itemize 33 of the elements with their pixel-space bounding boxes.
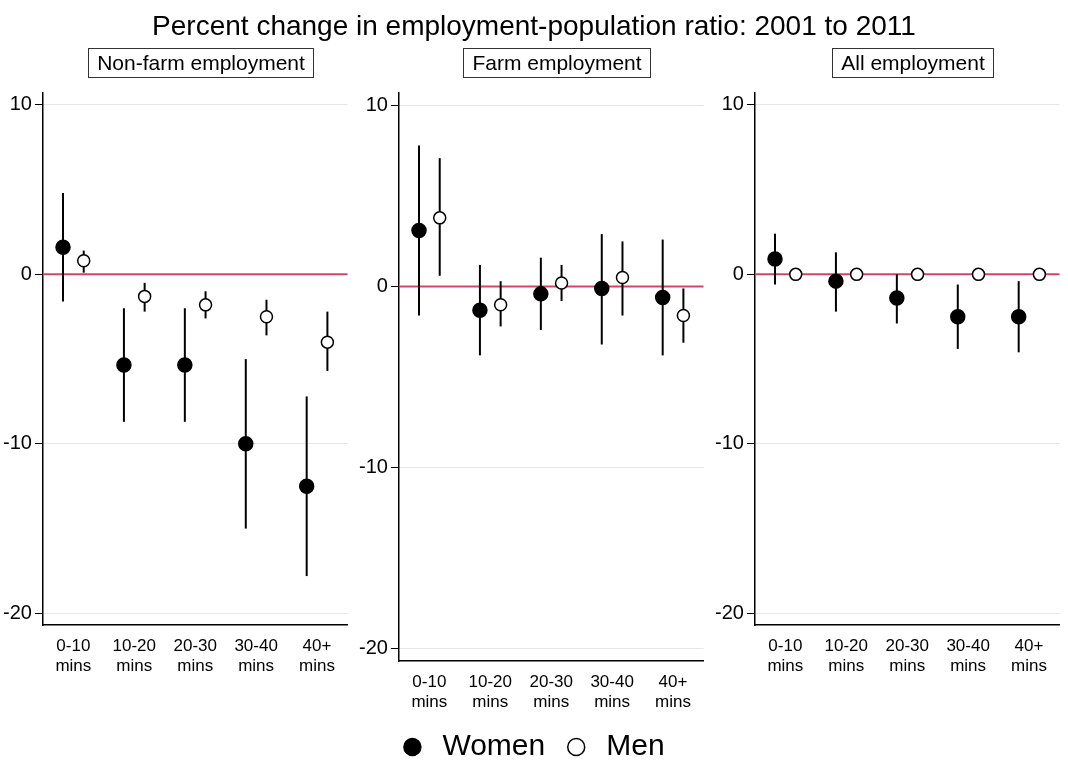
y-tick-label: 10 [721, 92, 744, 115]
x-tick-label: 0-10 mins [55, 636, 92, 676]
x-tick-label: 40+ mins [655, 672, 691, 712]
y-tick-label: 10 [365, 93, 388, 116]
x-tick-label: 0-10 mins [411, 672, 448, 712]
y-tick-label: 0 [20, 261, 32, 284]
y-tick-label: -10 [3, 431, 32, 454]
x-tick-label: 20-30 mins [885, 636, 929, 676]
x-tick-label: 40+ mins [1011, 636, 1047, 676]
x-tick-label: 10-20 mins [468, 672, 513, 712]
x-tick-label: 10-20 mins [824, 636, 869, 676]
x-tick-label: 20-30 mins [529, 672, 573, 712]
x-tick-label: 0-10 mins [767, 636, 804, 676]
legend-label: Women [442, 728, 546, 762]
y-tick-label: -10 [359, 455, 388, 478]
y-tick-label: 10 [9, 92, 32, 115]
x-tick-label: 30-40 mins [946, 636, 990, 676]
chart-subtitle: Non-farm employment [88, 48, 314, 78]
x-tick-label: 20-30 mins [173, 636, 217, 676]
y-tick-label: -10 [715, 431, 744, 454]
y-tick-label: -20 [3, 600, 32, 623]
y-tick-label: 0 [376, 274, 388, 297]
y-tick-label: 0 [732, 261, 744, 284]
x-tick-label: 30-40 mins [590, 672, 634, 712]
y-tick-label: -20 [715, 600, 744, 623]
x-tick-label: 30-40 mins [234, 636, 278, 676]
text: Percent change in employment-population ratio: 2001 to 2011 [151, 9, 917, 43]
y-tick-label: -20 [359, 636, 388, 659]
chart-subtitle: All employment [832, 48, 994, 78]
chart-subtitle: Farm employment [463, 48, 651, 78]
legend-label: Men [606, 728, 665, 762]
x-tick-label: 10-20 mins [112, 636, 157, 676]
x-tick-label: 40+ mins [299, 636, 335, 676]
